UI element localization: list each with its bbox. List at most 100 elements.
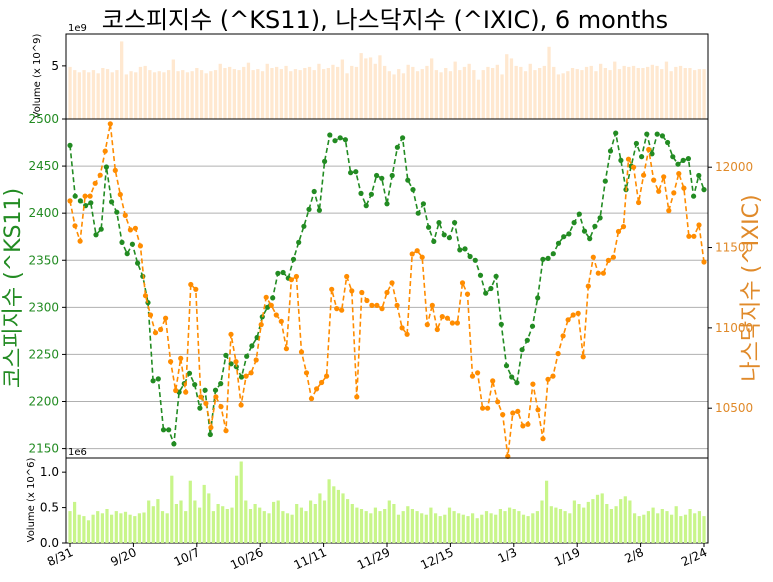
- nasdaq-point: [374, 302, 380, 308]
- bottom-volume-bar: [642, 514, 646, 543]
- nasdaq-point: [188, 281, 194, 288]
- nasdaq-point: [168, 359, 174, 365]
- bottom-volume-bar: [318, 493, 322, 543]
- top-volume-bar: [693, 70, 697, 119]
- top-volume-bar: [383, 65, 387, 119]
- nasdaq-point: [334, 306, 340, 312]
- bottom-volume-bar: [184, 511, 188, 543]
- nasdaq-point: [364, 297, 370, 304]
- nasdaq-point: [399, 325, 405, 331]
- top-volume-bar: [138, 66, 143, 119]
- bottom-volume-bar: [540, 500, 544, 543]
- kospi-point: [135, 260, 141, 266]
- kospi-point: [301, 223, 307, 229]
- top-volume-bar: [373, 63, 377, 120]
- nasdaq-point: [409, 251, 415, 257]
- bottom-volume-bar: [341, 493, 345, 543]
- nasdaq-point: [253, 357, 259, 363]
- nasdaq-point: [308, 396, 315, 402]
- top-volume-bar: [101, 68, 105, 119]
- top-volume-bar: [96, 73, 100, 119]
- kospi-point: [633, 140, 640, 147]
- nasdaq-point: [651, 177, 657, 183]
- nasdaq-point: [595, 270, 601, 276]
- top-volume-bar: [434, 70, 438, 119]
- top-volume-bar: [580, 70, 584, 119]
- kospi-axis-ticks: 2150 2200 2250 2300 2350 2400 2450 2500: [28, 112, 66, 456]
- top-volume-bar: [683, 68, 687, 119]
- nasdaq-point: [298, 349, 305, 355]
- kospi-point: [212, 387, 219, 393]
- bottom-volume-bar: [86, 520, 91, 543]
- top-volume-bar: [538, 68, 542, 119]
- top-volume-bar: [430, 58, 434, 119]
- bottom-volume-bar: [438, 516, 442, 543]
- nasdaq-point: [555, 351, 561, 357]
- bottom-volume-bar: [683, 514, 688, 543]
- top-volume-bar: [622, 65, 626, 119]
- nasdaq-point: [424, 322, 430, 328]
- kospi-tick-label: 2450: [28, 159, 59, 173]
- bottom-volume-bar: [679, 516, 683, 543]
- top-volume-bar: [143, 65, 147, 119]
- kospi-point: [93, 232, 99, 238]
- nasdaq-point: [444, 315, 450, 321]
- bottom-volume-bar: [253, 504, 257, 543]
- top-volume-bar: [664, 61, 669, 119]
- top-volume-bar: [631, 65, 636, 119]
- nasdaq-point: [560, 333, 566, 339]
- bottom-volume-bar: [572, 500, 576, 543]
- kospi-point: [535, 295, 541, 301]
- bottom-volume-bar: [526, 516, 530, 543]
- bottom-volume-bar: [369, 513, 373, 544]
- nasdaq-point: [454, 320, 460, 326]
- kospi-point: [613, 130, 619, 136]
- bottom-volume-bar: [563, 511, 567, 543]
- kospi-point: [566, 231, 572, 237]
- bottom-volume-tick-label: 0.0: [40, 536, 59, 550]
- top-volume-bar: [674, 66, 678, 119]
- bottom-volume-bar: [68, 511, 72, 543]
- top-volume-bar: [500, 74, 504, 119]
- top-volume-bar: [242, 66, 246, 119]
- bottom-volume-bar: [466, 516, 470, 543]
- kospi-point: [296, 239, 302, 245]
- kospi-point: [244, 353, 250, 359]
- nasdaq-point: [329, 286, 335, 292]
- top-volume-bar: [322, 69, 326, 119]
- top-volume-bar: [77, 72, 81, 120]
- bottom-volume-bar: [110, 514, 114, 543]
- bottom-volume-bar: [327, 479, 331, 544]
- kospi-point: [353, 169, 359, 175]
- top-volume-bar: [646, 66, 650, 119]
- kospi-point: [654, 131, 660, 137]
- top-volume-bar: [209, 71, 213, 119]
- date-axis-ticks: 8/31 9/20 10/7 10/26 11/11 11/29 12/15 1/3 1/19 2…: [45, 543, 709, 572]
- bottom-volume-bar: [364, 511, 368, 543]
- nasdaq-point: [132, 225, 138, 231]
- bottom-volume-bar: [137, 513, 141, 544]
- nasdaq-point: [590, 254, 596, 260]
- nasdaq-point: [243, 373, 249, 379]
- bottom-volume-bar: [651, 507, 655, 543]
- top-volume-bar: [472, 70, 476, 119]
- top-volume-bar: [566, 71, 570, 119]
- kospi-point: [290, 256, 297, 262]
- bottom-volume-bar: [670, 514, 674, 543]
- nasdaq-point: [575, 310, 581, 316]
- nasdaq-point: [203, 400, 209, 406]
- bottom-volume-bar: [457, 513, 461, 544]
- kospi-point: [498, 321, 504, 327]
- top-volume-bar: [627, 66, 631, 119]
- kospi-point: [306, 206, 312, 212]
- bottom-volume-bar: [281, 511, 285, 543]
- date-tick-label: 11/11: [292, 545, 329, 572]
- nasdaq-point: [404, 331, 410, 337]
- kospi-point: [446, 235, 452, 241]
- nasdaq-point: [545, 376, 551, 382]
- nasdaq-point: [173, 387, 179, 394]
- bottom-volume-bar: [193, 500, 197, 543]
- top-volume-bar: [655, 65, 659, 119]
- top-volume-bar: [213, 70, 218, 119]
- kospi-point: [659, 133, 666, 139]
